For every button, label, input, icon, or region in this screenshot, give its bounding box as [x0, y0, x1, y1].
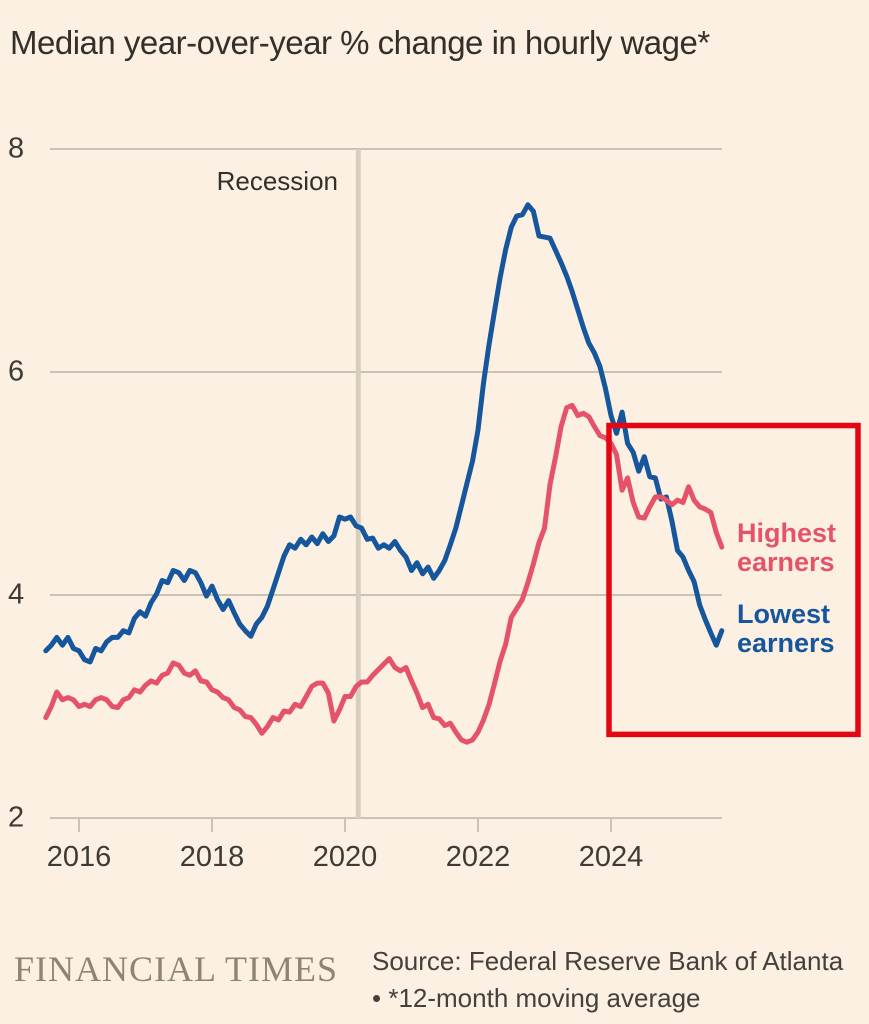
page-title: Median year-over-year % change in hourly…	[10, 24, 710, 61]
legend-lowest-earners: Lowest earners	[737, 599, 835, 658]
recession-label: Recession	[216, 166, 338, 196]
lowest-earners-line	[43, 202, 725, 665]
x-tick-label-2020: 2020	[312, 841, 378, 873]
y-tick-label-8: 8	[8, 132, 25, 165]
recession-band	[355, 149, 361, 818]
x-tick-label-2016: 2016	[46, 841, 112, 873]
y-tick-label-2: 2	[8, 801, 25, 834]
source-text: Source: Federal Reserve Bank of Atlanta	[372, 946, 844, 976]
financial-times-logo: FINANCIAL TIMES	[14, 949, 339, 989]
legend-highest-earners: Highest earners	[737, 518, 837, 577]
y-tick-label-4: 4	[8, 578, 25, 611]
x-tick-label-2022: 2022	[445, 841, 511, 873]
x-tick-label-2024: 2024	[578, 841, 644, 873]
highlight-box	[606, 422, 861, 738]
highest-earners-line	[43, 402, 725, 745]
y-tick-label-6: 6	[8, 355, 25, 388]
footnote-text: • *12-month moving average	[372, 983, 701, 1013]
x-tick-label-2018: 2018	[179, 841, 245, 873]
